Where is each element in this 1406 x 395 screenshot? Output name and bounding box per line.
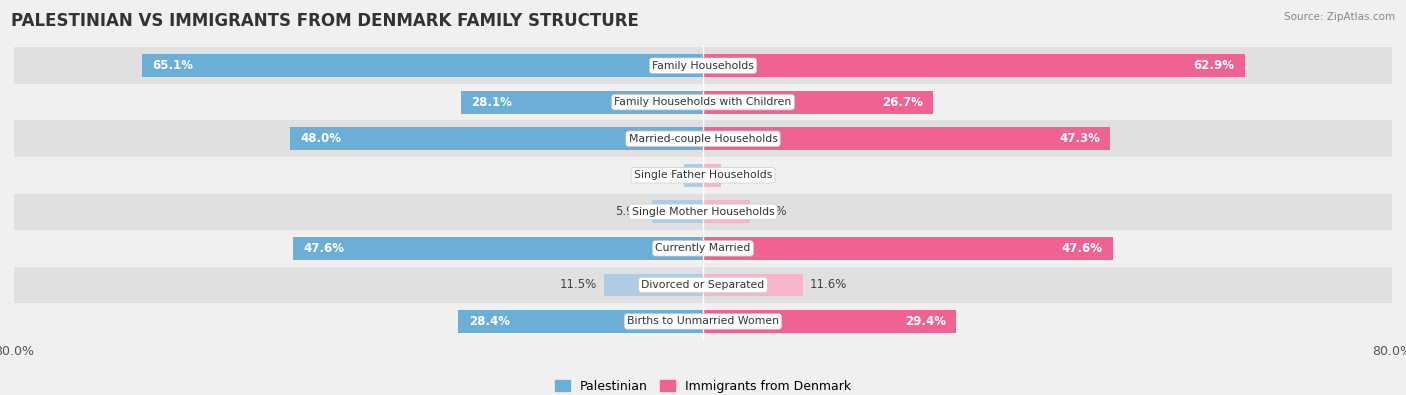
Bar — [703, 237, 1114, 260]
Text: 29.4%: 29.4% — [905, 315, 946, 328]
Text: PALESTINIAN VS IMMIGRANTS FROM DENMARK FAMILY STRUCTURE: PALESTINIAN VS IMMIGRANTS FROM DENMARK F… — [11, 12, 640, 30]
Bar — [685, 164, 703, 186]
Text: Births to Unmarried Women: Births to Unmarried Women — [627, 316, 779, 326]
Text: Single Father Households: Single Father Households — [634, 170, 772, 180]
Text: 47.3%: 47.3% — [1059, 132, 1099, 145]
Text: Source: ZipAtlas.com: Source: ZipAtlas.com — [1284, 12, 1395, 22]
Bar — [703, 274, 803, 296]
Text: 47.6%: 47.6% — [304, 242, 344, 255]
Bar — [142, 55, 703, 77]
Text: 28.4%: 28.4% — [468, 315, 510, 328]
Text: 11.5%: 11.5% — [560, 278, 598, 292]
Text: Family Households: Family Households — [652, 61, 754, 71]
Bar — [14, 84, 1392, 120]
Bar — [703, 91, 934, 113]
Bar — [458, 310, 703, 333]
Bar — [703, 164, 721, 186]
Text: 2.1%: 2.1% — [728, 169, 758, 182]
Text: Single Mother Households: Single Mother Households — [631, 207, 775, 217]
Text: 5.9%: 5.9% — [616, 205, 645, 218]
Bar — [703, 55, 1244, 77]
Text: 47.6%: 47.6% — [1062, 242, 1102, 255]
Bar — [605, 274, 703, 296]
Legend: Palestinian, Immigrants from Denmark: Palestinian, Immigrants from Denmark — [550, 375, 856, 395]
Text: Divorced or Separated: Divorced or Separated — [641, 280, 765, 290]
Bar — [703, 310, 956, 333]
Text: 48.0%: 48.0% — [299, 132, 342, 145]
Bar — [703, 128, 1111, 150]
Text: 11.6%: 11.6% — [810, 278, 848, 292]
Text: 26.7%: 26.7% — [882, 96, 922, 109]
Text: Family Households with Children: Family Households with Children — [614, 97, 792, 107]
Text: Married-couple Households: Married-couple Households — [628, 134, 778, 144]
Bar — [652, 201, 703, 223]
Bar — [14, 194, 1392, 230]
Bar — [461, 91, 703, 113]
Bar — [14, 157, 1392, 194]
Text: 5.5%: 5.5% — [758, 205, 787, 218]
Text: 2.2%: 2.2% — [647, 169, 678, 182]
Bar — [14, 267, 1392, 303]
Bar — [14, 120, 1392, 157]
Bar — [14, 230, 1392, 267]
Bar — [14, 303, 1392, 340]
Text: Currently Married: Currently Married — [655, 243, 751, 253]
Bar — [14, 47, 1392, 84]
Bar — [292, 237, 703, 260]
Bar — [290, 128, 703, 150]
Bar — [703, 201, 751, 223]
Text: 62.9%: 62.9% — [1194, 59, 1234, 72]
Text: 28.1%: 28.1% — [471, 96, 512, 109]
Text: 65.1%: 65.1% — [153, 59, 194, 72]
